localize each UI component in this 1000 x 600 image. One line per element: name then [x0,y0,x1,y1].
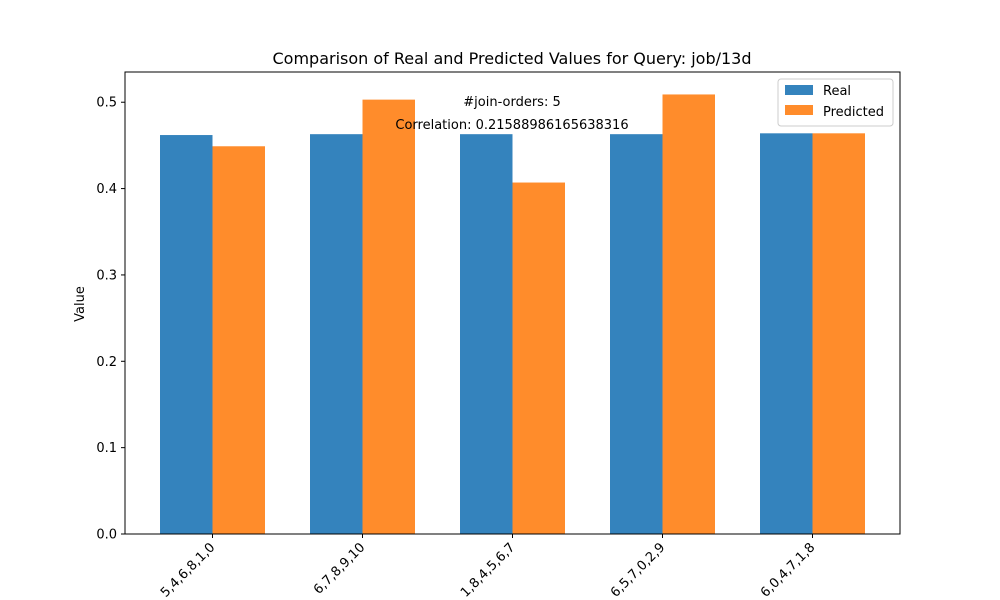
y-tick-label: 0.0 [96,528,117,543]
x-axis-ticks: 5,4,6,8,1,0 6,7,8,9,10 1,8,4,5,6,7 6,5,7,0,… [158,534,818,600]
legend-label-real: Real [823,84,851,99]
bars [160,94,865,535]
x-tick-label: 1,8,4,5,6,7 [458,540,518,600]
bar-real-3 [460,134,513,534]
y-axis-label: Value [73,286,88,322]
y-tick-label: 0.5 [96,96,117,111]
y-tick-label: 0.1 [96,441,117,456]
x-tick-label: 6,7,8,9,10 [311,540,368,597]
y-axis-ticks: 0.0 0.1 0.2 0.3 0.4 0.5 [96,96,125,543]
bar-real-4 [610,134,663,534]
bar-predicted-5 [812,133,865,535]
bar-predicted-3 [512,182,565,534]
bar-real-5 [760,133,813,535]
bar-predicted-2 [362,99,415,535]
x-tick-label: 5,4,6,8,1,0 [158,540,218,600]
chart-title: Comparison of Real and Predicted Values … [272,49,751,68]
x-tick-label: 6,0,4,7,1,8 [758,540,818,600]
annotation-join-orders: #join-orders: 5 [463,95,560,110]
legend-swatch-predicted [785,105,813,115]
y-tick-label: 0.2 [96,355,117,370]
legend-swatch-real [785,85,813,95]
legend-label-predicted: Predicted [823,105,884,120]
legend: Real Predicted [777,78,894,127]
bar-predicted-1 [212,146,265,534]
y-tick-label: 0.4 [96,182,117,197]
bar-real-1 [160,135,213,534]
plot-frame [124,71,901,535]
annotation-correlation: Correlation: 0.21588986165638316 [395,118,628,133]
y-tick-label: 0.3 [96,268,117,283]
x-tick-label: 6,5,7,0,2,9 [608,540,668,600]
bar-real-2 [310,134,363,534]
bar-predicted-4 [662,94,715,535]
